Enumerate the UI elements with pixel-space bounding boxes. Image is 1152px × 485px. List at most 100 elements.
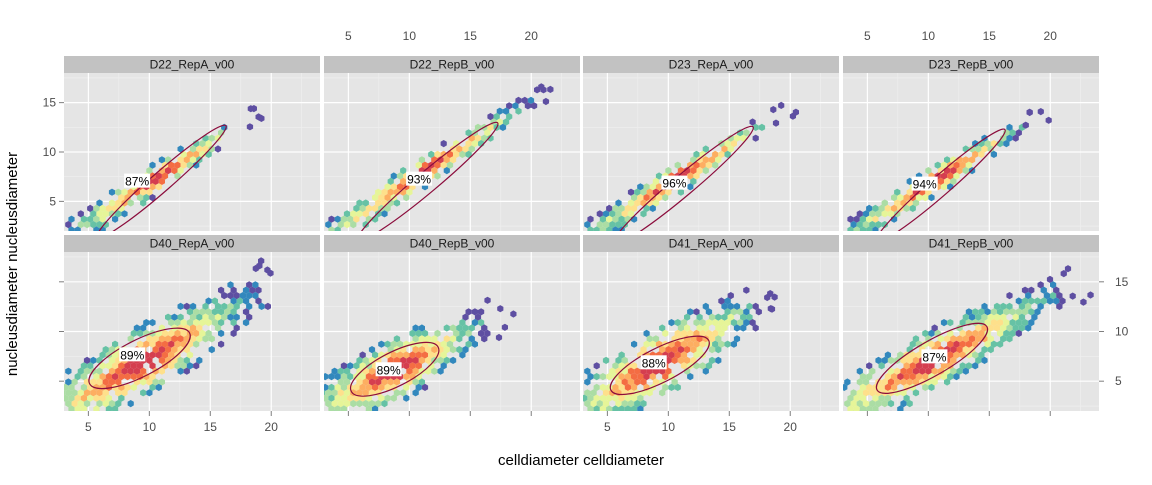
hexbin-cell — [174, 329, 181, 337]
hexbin-cell — [425, 346, 432, 354]
hexbin-cell — [746, 313, 753, 321]
hexbin-cell — [202, 313, 209, 321]
hexbin-cell — [1000, 335, 1007, 343]
facet-strip — [64, 56, 320, 73]
hexbin-cell — [884, 351, 891, 359]
hexbin-cell — [65, 400, 72, 408]
hexbin-cell — [634, 367, 641, 375]
hexbin-cell — [912, 367, 920, 375]
hexbin-cell — [521, 96, 528, 104]
hexbin-cell — [93, 204, 100, 212]
hexbin-cell — [881, 356, 888, 364]
y-tick-label: 10 — [1115, 325, 1129, 339]
hexbin-cell — [984, 319, 991, 327]
hexbin-cell — [699, 150, 706, 158]
hexbin-cell — [634, 199, 641, 207]
hexbin-cell — [381, 188, 388, 196]
hexbin-cell — [99, 394, 106, 402]
hexbin-cell — [105, 383, 112, 391]
hexbin-cell — [381, 378, 388, 386]
hexbin-cell — [390, 340, 397, 348]
hexbin-cell — [340, 362, 348, 370]
hexbin-cell — [590, 400, 597, 408]
hexbin-cell — [887, 378, 895, 386]
hexbin-cell — [684, 356, 691, 364]
hexbin-cell — [612, 394, 619, 402]
hexbin-cell — [881, 221, 888, 229]
hexbin-cell — [449, 324, 457, 332]
hexbin-cell — [174, 161, 181, 169]
hexbin-cell — [350, 400, 357, 408]
hexbin-cell — [353, 215, 360, 223]
hexbin-cell — [674, 161, 681, 169]
hexbin-cell — [102, 400, 109, 408]
hexbin-cell — [931, 367, 938, 375]
hexbin-cell — [146, 188, 153, 196]
hexbin-outlier — [792, 108, 799, 116]
x-tick-label: 20 — [784, 420, 798, 434]
hexbin-cell — [596, 400, 603, 408]
hexbin-cell — [990, 319, 997, 327]
hexbin-cell — [618, 204, 625, 212]
hexbin-cell — [965, 362, 973, 370]
hexbin-cell — [696, 313, 703, 321]
hexbin-cell — [618, 373, 625, 381]
facet-strip-title: D22_RepB_v00 — [410, 58, 495, 72]
panel-content: 88% — [583, 252, 839, 411]
facet-panel-D40_RepB_v00: D40_RepB_v00 89% — [324, 235, 580, 411]
hexbin-cell — [130, 373, 137, 381]
hexbin-cell — [909, 373, 916, 381]
hexbin-cell — [527, 96, 535, 104]
hexbin-cell — [693, 340, 700, 348]
hexbin-cell — [950, 335, 957, 343]
hexbin-cell — [968, 313, 976, 321]
hexbin-cell — [715, 335, 722, 343]
hexbin-cell — [934, 340, 941, 348]
hexbin-cell — [1015, 129, 1022, 137]
hexbin-cell — [922, 383, 929, 391]
facet-strip — [324, 56, 580, 73]
hexbin-cell — [599, 215, 607, 223]
hexbin-cell — [347, 373, 354, 381]
hexbin-cell — [400, 167, 407, 175]
hexbin-cell — [368, 346, 376, 354]
hexbin-cell — [324, 390, 326, 396]
y-tick-label: 15 — [1115, 275, 1129, 289]
hexbin-cell — [615, 210, 622, 218]
hexbin-cell — [155, 183, 162, 191]
hexbin-cell — [718, 329, 725, 337]
hexbin-cell — [972, 319, 979, 327]
hexbin-cell — [740, 313, 747, 321]
hexbin-cell — [347, 394, 354, 402]
hexbin-cell — [105, 410, 107, 411]
hexbin-cell — [130, 362, 137, 370]
hexbin-cell — [878, 362, 885, 370]
hexbin-cell — [515, 96, 522, 104]
hexbin-cell — [421, 329, 429, 337]
hexbin-cell — [149, 351, 156, 359]
hexbin-cell — [1034, 308, 1041, 316]
hexbin-cell — [990, 340, 997, 348]
hexbin-cell — [655, 183, 663, 191]
hexbin-cell — [875, 389, 882, 397]
hexbin-cell — [396, 183, 404, 191]
hexbin-cell — [922, 373, 929, 381]
percentage-label: 94% — [913, 178, 937, 192]
hexbin-cell — [869, 221, 876, 229]
hexbin-cell — [606, 215, 613, 223]
x-tick-label-top: 10 — [922, 29, 936, 43]
hexbin-cell — [368, 378, 376, 386]
hexbin-cell — [1028, 297, 1035, 305]
hexbin-cell — [602, 210, 610, 218]
hexbin-cell — [972, 329, 979, 337]
hexbin-cell — [640, 188, 647, 196]
hexbin-cell — [149, 362, 156, 370]
hexbin-cell — [171, 335, 178, 343]
hexbin-cell — [64, 390, 66, 396]
hexbin-cell — [334, 373, 341, 381]
hexbin-cell — [702, 302, 709, 310]
hexbin-cell — [174, 362, 181, 370]
hexbin-cell — [1009, 319, 1016, 327]
hexbin-cell — [755, 308, 762, 316]
hexbin-cell — [906, 188, 913, 196]
